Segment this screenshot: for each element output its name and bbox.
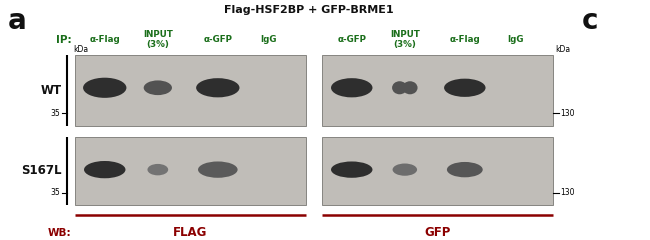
Ellipse shape bbox=[331, 78, 372, 97]
Text: 35: 35 bbox=[51, 188, 60, 197]
Ellipse shape bbox=[148, 164, 168, 175]
Ellipse shape bbox=[196, 78, 239, 97]
Ellipse shape bbox=[444, 79, 486, 97]
Text: GFP: GFP bbox=[424, 226, 450, 239]
Text: kDa: kDa bbox=[73, 45, 88, 54]
Text: WB:: WB: bbox=[48, 228, 72, 238]
Ellipse shape bbox=[144, 80, 172, 95]
Ellipse shape bbox=[83, 78, 126, 98]
Ellipse shape bbox=[331, 162, 372, 178]
Text: IgG: IgG bbox=[508, 35, 524, 44]
Text: 130: 130 bbox=[560, 188, 575, 197]
Text: Flag-HSF2BP + GFP-BRME1: Flag-HSF2BP + GFP-BRME1 bbox=[224, 5, 393, 15]
Text: FLAG: FLAG bbox=[173, 226, 207, 239]
Text: INPUT
(3%): INPUT (3%) bbox=[143, 30, 173, 49]
Text: WT: WT bbox=[40, 84, 62, 97]
Text: IP:: IP: bbox=[56, 35, 72, 45]
Text: α-GFP: α-GFP bbox=[203, 35, 232, 44]
Text: kDa: kDa bbox=[555, 45, 570, 54]
Bar bbox=[75, 137, 306, 205]
Ellipse shape bbox=[393, 163, 417, 176]
Ellipse shape bbox=[392, 81, 407, 94]
Ellipse shape bbox=[402, 81, 417, 94]
Text: α-Flag: α-Flag bbox=[449, 35, 480, 44]
Text: S167L: S167L bbox=[21, 164, 62, 178]
Text: 130: 130 bbox=[560, 109, 575, 118]
Text: α-GFP: α-GFP bbox=[337, 35, 366, 44]
Bar bbox=[322, 137, 552, 205]
Text: a: a bbox=[8, 7, 27, 35]
Bar bbox=[322, 55, 552, 126]
Text: α-Flag: α-Flag bbox=[89, 35, 120, 44]
Ellipse shape bbox=[198, 162, 238, 178]
Text: INPUT
(3%): INPUT (3%) bbox=[390, 30, 420, 49]
Ellipse shape bbox=[84, 161, 125, 178]
Text: IgG: IgG bbox=[261, 35, 277, 44]
Text: c: c bbox=[582, 7, 598, 35]
Bar bbox=[75, 55, 306, 126]
Text: 35: 35 bbox=[51, 109, 60, 118]
Ellipse shape bbox=[447, 162, 483, 177]
